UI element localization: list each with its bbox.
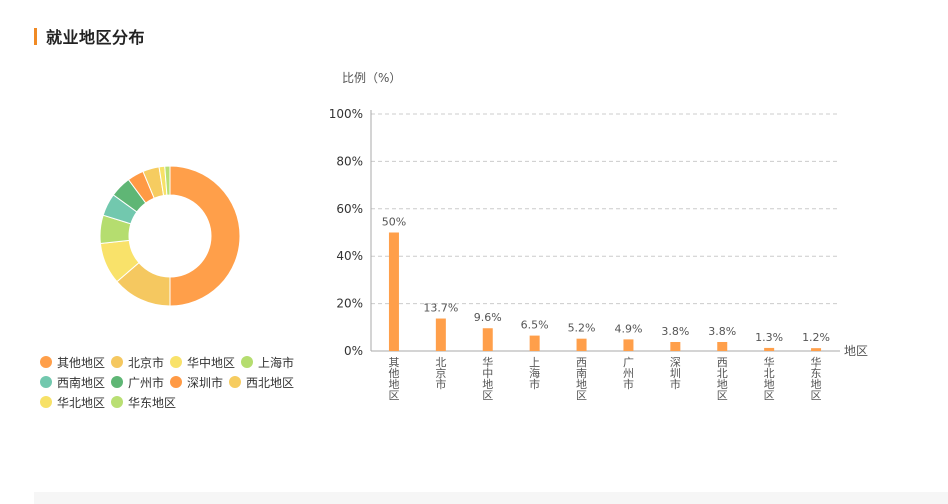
legend-label: 北京市 (128, 355, 165, 370)
donut-slice-0 (169, 165, 241, 307)
bar-8 (764, 347, 775, 351)
legend-swatch (229, 376, 242, 388)
bar-1 (435, 318, 446, 351)
legend-label: 华东地区 (128, 395, 177, 410)
legend-item[interactable]: 华北地区 (40, 394, 105, 410)
section-title: 就业地区分布 (34, 26, 146, 47)
x-tick-label: 西南地区 (576, 356, 587, 402)
bar-value-label: 3.8% (661, 325, 689, 338)
x-tick-label: 广州市 (623, 356, 634, 391)
bar-6 (670, 341, 681, 351)
bar-5 (623, 339, 634, 351)
bar-9 (811, 348, 822, 351)
bar-value-label: 3.8% (708, 325, 736, 338)
bar-value-label: 50% (382, 216, 406, 229)
y-tick-label: 0% (344, 344, 363, 358)
legend-item[interactable]: 华东地区 (111, 394, 176, 410)
bar-chart: 比例（%） 0% 20% 40% 60% 80% 100% 50% 其他地区 13.7% 北京市 9.… (330, 71, 868, 402)
bar-7 (717, 341, 728, 351)
donut-legend: 其他地区 北京市 华中地区 上海市西南地区 广州市 深圳市 西北地区华北地区 华东地区 (40, 354, 320, 410)
footer-strip (34, 492, 948, 504)
legend-label: 西北地区 (246, 375, 295, 390)
x-tick-label: 华东地区 (811, 355, 822, 402)
legend-label: 华北地区 (57, 395, 106, 410)
legend-item[interactable]: 其他地区 (40, 354, 105, 370)
bar-3 (529, 335, 540, 351)
y-tick-label: 60% (336, 202, 363, 216)
legend-item[interactable]: 华中地区 (170, 354, 235, 370)
y-tick-label: 80% (336, 154, 363, 168)
x-axis-title: 地区 (844, 344, 868, 358)
y-tick-label: 20% (336, 297, 363, 311)
title-accent-bar (34, 27, 37, 45)
legend-item[interactable]: 深圳市 (170, 374, 223, 390)
legend-swatch (170, 376, 183, 388)
legend-swatch (170, 356, 183, 368)
x-tick-label: 华北地区 (764, 355, 775, 402)
legend-swatch (40, 396, 52, 408)
bar-value-label: 9.6% (474, 311, 502, 324)
x-tick-label: 深圳市 (670, 356, 681, 391)
bar-2 (482, 328, 493, 351)
legend-label: 西南地区 (57, 375, 106, 390)
legend-swatch (111, 356, 124, 368)
y-tick-label: 40% (336, 249, 363, 263)
legend-item[interactable]: 北京市 (111, 354, 164, 370)
legend-item[interactable]: 西南地区 (40, 374, 105, 390)
page-title: 就业地区分布 (46, 28, 146, 47)
bar-value-label: 13.7% (423, 302, 458, 315)
bar-value-label: 4.9% (614, 322, 642, 335)
y-axis-title: 比例（%） (342, 71, 401, 85)
legend-swatch (111, 396, 124, 408)
y-tick-label: 100% (330, 107, 363, 121)
x-tick-label: 西北地区 (717, 356, 728, 402)
bar-4 (576, 338, 587, 351)
legend-swatch (40, 356, 52, 368)
donut-slice-9 (164, 165, 171, 196)
legend-label: 深圳市 (187, 375, 224, 390)
legend-swatch (111, 376, 124, 388)
legend-label: 广州市 (128, 375, 165, 390)
legend-swatch (241, 356, 254, 368)
bar-value-label: 5.2% (568, 322, 596, 335)
bar-value-label: 6.5% (521, 319, 549, 332)
bar-0 (388, 232, 399, 351)
bar-value-label: 1.2% (802, 331, 830, 344)
legend-item[interactable]: 上海市 (241, 354, 294, 370)
legend-swatch (40, 376, 52, 388)
bar-value-label: 1.3% (755, 331, 783, 344)
x-tick-label: 上海市 (529, 356, 540, 391)
x-tick-label: 其他地区 (388, 356, 399, 402)
x-tick-label: 北京市 (435, 356, 446, 391)
legend-item[interactable]: 广州市 (111, 374, 164, 390)
donut-chart (99, 165, 241, 307)
legend-label: 华中地区 (187, 355, 236, 370)
legend-label: 上海市 (258, 355, 295, 370)
x-tick-label: 华中地区 (482, 355, 493, 402)
legend-item[interactable]: 西北地区 (229, 374, 294, 390)
legend-label: 其他地区 (57, 355, 106, 370)
